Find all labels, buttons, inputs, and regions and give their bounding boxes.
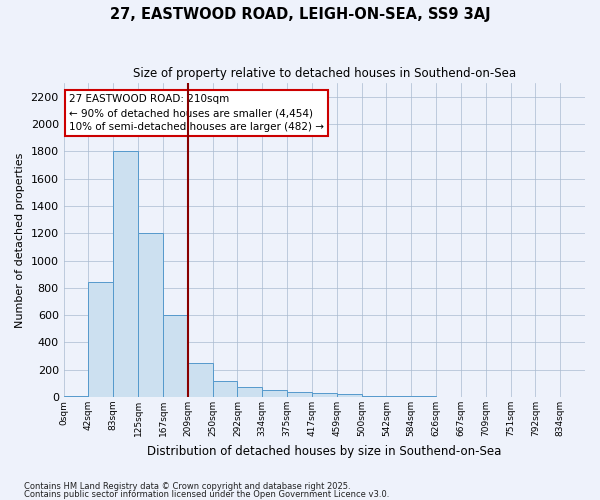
Bar [163,315,188,397]
Bar [212,380,238,397]
Bar [287,392,312,397]
Text: 27, EASTWOOD ROAD, LEIGH-ON-SEA, SS9 3AJ: 27, EASTWOOD ROAD, LEIGH-ON-SEA, SS9 3AJ [110,8,490,22]
Bar [188,363,212,397]
Bar [362,396,386,397]
Bar [88,282,113,397]
Text: 27 EASTWOOD ROAD: 210sqm
← 90% of detached houses are smaller (4,454)
10% of sem: 27 EASTWOOD ROAD: 210sqm ← 90% of detach… [69,94,324,132]
Bar [337,394,362,397]
Bar [312,393,337,397]
Bar [138,233,163,397]
Bar [64,396,88,397]
Y-axis label: Number of detached properties: Number of detached properties [15,152,25,328]
Text: Contains HM Land Registry data © Crown copyright and database right 2025.: Contains HM Land Registry data © Crown c… [24,482,350,491]
Bar [113,152,138,397]
X-axis label: Distribution of detached houses by size in Southend-on-Sea: Distribution of detached houses by size … [147,444,502,458]
Text: Contains public sector information licensed under the Open Government Licence v3: Contains public sector information licen… [24,490,389,499]
Bar [411,396,436,397]
Bar [238,388,262,397]
Title: Size of property relative to detached houses in Southend-on-Sea: Size of property relative to detached ho… [133,68,516,80]
Bar [262,390,287,397]
Bar [386,396,411,397]
